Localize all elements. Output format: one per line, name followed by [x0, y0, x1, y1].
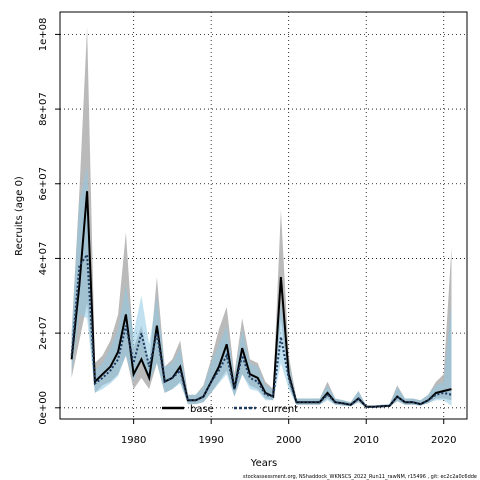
plot-frame — [59, 11, 468, 420]
legend-current-label: current — [262, 404, 298, 415]
x-tick-label: 2010 — [353, 435, 378, 446]
y-axis: 0e+00 2e+07 4e+07 6e+07 8e+07 1e+08 — [38, 18, 60, 425]
x-axis-title: Years — [250, 458, 277, 469]
x-axis: 1980 1990 2000 2010 2020 — [121, 419, 456, 446]
x-tick-label: 2020 — [431, 435, 456, 446]
legend-base-label: base — [190, 404, 214, 415]
y-tick-label: 2e+07 — [38, 316, 49, 350]
x-tick-label: 1980 — [121, 435, 146, 446]
series-lines — [70, 191, 452, 408]
footer-note: stockassessment.org, NShaddock_WKNSCS_20… — [243, 474, 477, 480]
current-confidence-band — [71, 165, 452, 408]
y-axis-title: Recruits (age 0) — [14, 176, 25, 256]
legend: base current — [162, 404, 298, 415]
current-series-line — [70, 251, 452, 408]
x-tick-label: 1990 — [198, 435, 223, 446]
y-tick-label: 4e+07 — [38, 242, 49, 276]
y-tick-label: 8e+07 — [38, 92, 49, 126]
y-tick-label: 0e+00 — [38, 391, 49, 425]
confidence-bands — [71, 26, 452, 408]
y-tick-label: 1e+08 — [38, 18, 49, 52]
y-tick-label: 6e+07 — [38, 167, 49, 201]
x-tick-label: 2000 — [276, 435, 301, 446]
